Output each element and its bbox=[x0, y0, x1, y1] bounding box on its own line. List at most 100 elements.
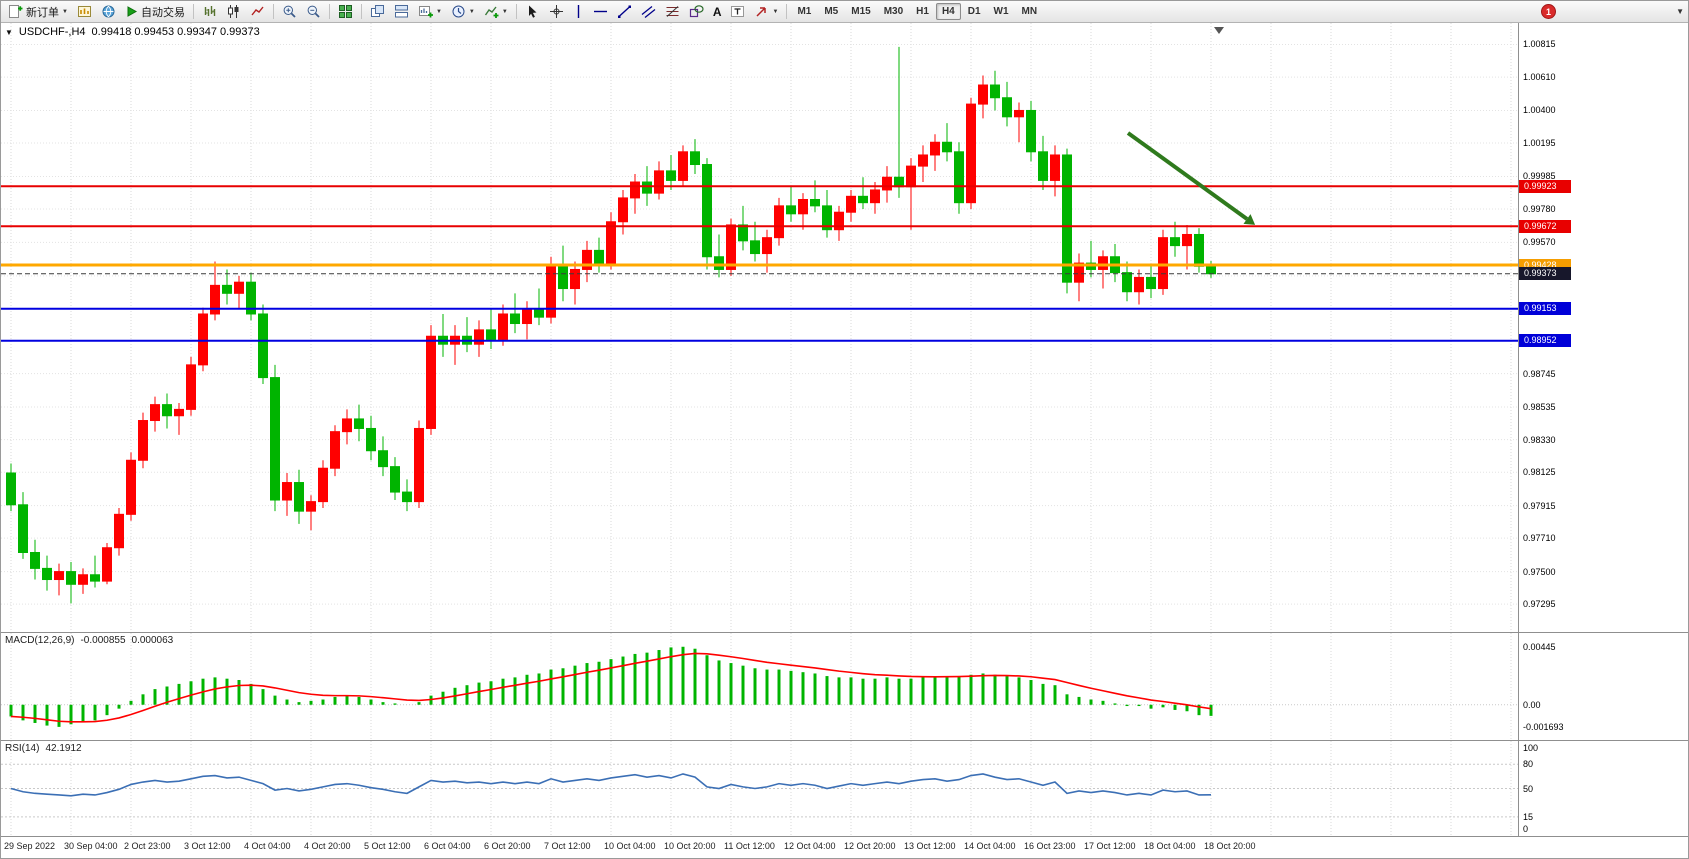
chevron-down-icon: ▼ bbox=[772, 8, 779, 15]
toolbar: 新订单 ▼ 自动交易 bbox=[1, 1, 1688, 23]
timeframe-button-m5[interactable]: M5 bbox=[824, 6, 839, 17]
price-tick-label: 1.00195 bbox=[1523, 138, 1556, 149]
main-chart-plot[interactable]: ▼ USDCHF-,H4 0.99418 0.99453 0.99347 0.9… bbox=[1, 23, 1519, 632]
timeframe-button-m15[interactable]: M15 bbox=[851, 6, 871, 17]
text-tool-button[interactable]: A bbox=[712, 4, 722, 19]
cursor-icon bbox=[528, 5, 537, 18]
price-tick-label: 0.98125 bbox=[1523, 467, 1556, 478]
rsi-tick-label: 50 bbox=[1523, 783, 1534, 794]
rsi-label-row: RSI(14) 42.1912 bbox=[5, 743, 82, 754]
time-tick-label: 16 Oct 23:00 bbox=[1024, 841, 1076, 851]
time-tick-label: 4 Oct 04:00 bbox=[244, 841, 291, 851]
auto-trading-label: 自动交易 bbox=[140, 6, 185, 19]
rsi-tick-label: 100 bbox=[1523, 743, 1539, 753]
chevron-down-icon: ▼ bbox=[468, 8, 475, 15]
new-order-button[interactable]: 新订单 ▼ bbox=[4, 2, 72, 21]
price-axis[interactable]: 1.00815 1.00610 1.00400 1.00195 0.99985 0.997… bbox=[1519, 23, 1688, 632]
toolbar-separator bbox=[786, 4, 788, 19]
macd-plot[interactable]: MACD(12,26,9) -0.000855 0.000063 bbox=[1, 633, 1519, 740]
vertical-line-icon bbox=[577, 5, 580, 18]
rsi-axis[interactable]: 100 80 50 15 0 bbox=[1519, 741, 1688, 836]
trendline-tool-button[interactable] bbox=[613, 2, 636, 21]
time-tick-label: 30 Sep 04:00 bbox=[64, 841, 118, 851]
macd-axis[interactable]: 0.00445 0.00 -0.001693 bbox=[1519, 633, 1688, 740]
channel-tool-button[interactable] bbox=[637, 2, 660, 21]
new-order-label: 新订单 bbox=[26, 6, 59, 19]
new-chart-button[interactable]: ▼ bbox=[414, 2, 446, 21]
toolbar-overflow-icon[interactable]: ▼ bbox=[1676, 7, 1684, 16]
label-icon bbox=[731, 6, 745, 17]
notification-badge[interactable]: 1 bbox=[1541, 4, 1556, 19]
time-tick-label: 17 Oct 12:00 bbox=[1084, 841, 1136, 851]
price-tick-label: 0.98330 bbox=[1523, 434, 1556, 445]
zoom-out-button[interactable] bbox=[302, 2, 325, 21]
timeframe-button-m1[interactable]: M1 bbox=[797, 6, 812, 17]
crosshair-tool-button[interactable] bbox=[545, 2, 568, 21]
time-tick-label: 12 Oct 20:00 bbox=[844, 841, 896, 851]
tile-horizontal-button[interactable] bbox=[390, 2, 413, 21]
timeframe-button-h1[interactable]: H1 bbox=[916, 6, 929, 17]
price-line-box: 0.99153 bbox=[1519, 302, 1571, 316]
cursor-tool-button[interactable] bbox=[521, 2, 544, 21]
fibonacci-tool-button[interactable] bbox=[661, 2, 684, 21]
zoom-in-button[interactable] bbox=[278, 2, 301, 21]
one-click-trading-icon[interactable]: ▼ bbox=[5, 27, 13, 37]
navigator-button[interactable] bbox=[97, 2, 120, 21]
macd-tick-label: -0.001693 bbox=[1523, 721, 1564, 732]
time-tick-label: 2 Oct 23:00 bbox=[124, 841, 171, 851]
new-chart-icon bbox=[418, 6, 433, 18]
price-tick-label: 0.98535 bbox=[1523, 402, 1556, 412]
rsi-tick-label: 0 bbox=[1523, 824, 1529, 834]
price-line-box: 0.99373 bbox=[1519, 267, 1571, 281]
channel-icon bbox=[641, 5, 656, 19]
bar-chart-type-button[interactable] bbox=[198, 2, 221, 21]
time-tick-label: 14 Oct 04:00 bbox=[964, 841, 1016, 851]
arrows-tool-button[interactable]: ▼ bbox=[750, 2, 782, 21]
cascade-windows-button[interactable] bbox=[366, 2, 389, 21]
timeframe-button-mn[interactable]: MN bbox=[1021, 6, 1038, 17]
data-window-icon bbox=[77, 6, 91, 17]
toolbar-separator bbox=[515, 4, 517, 19]
macd-value-1: -0.000855 bbox=[80, 635, 126, 646]
time-tick-label: 10 Oct 04:00 bbox=[604, 841, 656, 851]
time-tick-label: 18 Oct 20:00 bbox=[1204, 841, 1256, 851]
price-line-box: 0.99672 bbox=[1519, 219, 1571, 233]
price-tick-label: 0.98745 bbox=[1523, 368, 1556, 379]
price-tick-label: 0.97500 bbox=[1523, 566, 1556, 577]
price-tick-label: 1.00400 bbox=[1523, 105, 1556, 116]
time-tick-label: 18 Oct 04:00 bbox=[1144, 841, 1196, 851]
time-tick-label: 7 Oct 12:00 bbox=[544, 841, 591, 851]
data-window-button[interactable] bbox=[73, 2, 96, 21]
shapes-tool-button[interactable] bbox=[685, 2, 708, 21]
chart-symbol-period: USDCHF-,H4 bbox=[18, 26, 86, 38]
new-order-icon bbox=[8, 4, 23, 19]
timeframe-button-w1[interactable]: W1 bbox=[993, 6, 1009, 17]
auto-trading-button[interactable]: 自动交易 bbox=[121, 2, 189, 21]
candlestick-icon bbox=[227, 5, 239, 18]
horizontal-line-tool-button[interactable] bbox=[589, 2, 612, 21]
timeframe-button-d1[interactable]: D1 bbox=[967, 6, 981, 17]
time-axis[interactable]: 29 Sep 2022 30 Sep 04:00 2 Oct 23:00 3 Oct … bbox=[1, 836, 1688, 858]
timeframe-button-h4[interactable]: H4 bbox=[935, 3, 961, 20]
time-tick-label: 12 Oct 04:00 bbox=[784, 841, 836, 851]
line-chart-icon bbox=[251, 6, 264, 16]
time-tick-label: 6 Oct 20:00 bbox=[484, 841, 531, 851]
clock-button[interactable]: ▼ bbox=[447, 2, 479, 21]
indicators-button[interactable]: ▼ bbox=[480, 2, 512, 21]
zoom-out-icon bbox=[307, 5, 320, 18]
vertical-line-tool-button[interactable] bbox=[569, 2, 588, 21]
navigator-icon bbox=[102, 5, 115, 18]
cascade-windows-icon bbox=[370, 5, 384, 17]
time-tick-label: 10 Oct 20:00 bbox=[664, 841, 716, 851]
macd-tick-label: 0.00 bbox=[1523, 699, 1541, 710]
rsi-plot[interactable]: RSI(14) 42.1912 bbox=[1, 741, 1519, 836]
line-chart-type-button[interactable] bbox=[246, 2, 269, 21]
tile-windows-button[interactable] bbox=[334, 2, 357, 21]
price-tick-label: 0.97295 bbox=[1523, 599, 1556, 610]
timeframe-button-m30[interactable]: M30 bbox=[883, 6, 904, 17]
tile-windows-icon bbox=[338, 5, 352, 18]
toolbar-separator bbox=[192, 4, 194, 19]
candlestick-type-button[interactable] bbox=[222, 2, 245, 21]
label-tool-button[interactable] bbox=[726, 2, 749, 21]
